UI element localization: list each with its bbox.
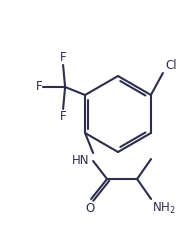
Text: NH$_2$: NH$_2$ (152, 201, 176, 216)
Text: Cl: Cl (165, 59, 177, 72)
Text: F: F (36, 81, 42, 94)
Text: F: F (60, 51, 66, 64)
Text: F: F (60, 110, 66, 123)
Text: HN: HN (72, 154, 89, 167)
Text: O: O (86, 202, 95, 215)
